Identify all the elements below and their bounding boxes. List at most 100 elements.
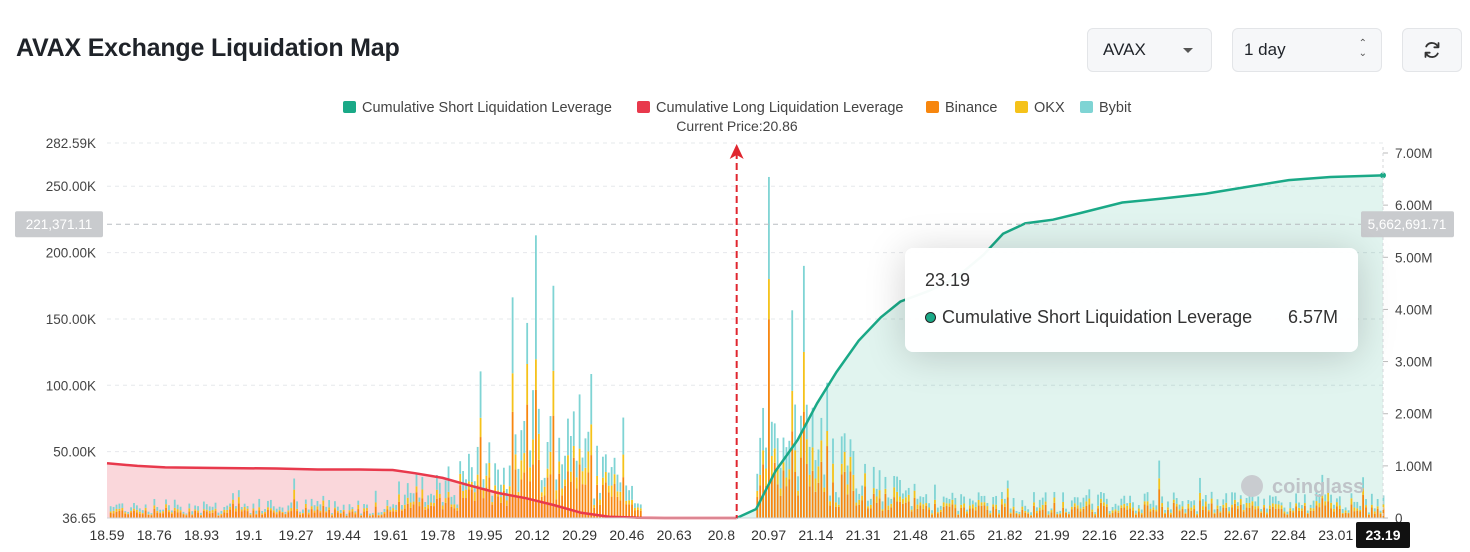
exchange-bar <box>1283 511 1286 514</box>
exchange-bar <box>526 404 529 518</box>
exchange-bar <box>776 438 779 466</box>
exchange-bar <box>176 509 179 513</box>
exchange-bar <box>1169 509 1172 513</box>
exchange-bar <box>936 507 939 513</box>
exchange-bar <box>138 513 141 518</box>
exchange-bar <box>607 485 610 493</box>
exchange-bar <box>1344 510 1347 513</box>
refresh-button[interactable] <box>1402 28 1462 72</box>
exchange-bar <box>832 482 834 518</box>
exchange-bar <box>453 495 456 505</box>
exchange-bar <box>1082 506 1085 509</box>
exchange-bar <box>1164 512 1166 514</box>
exchange-bar <box>639 508 642 511</box>
exchange-bar <box>293 489 296 500</box>
exchange-bar <box>1196 511 1198 514</box>
exchange-bar <box>447 491 450 498</box>
exchange-bar <box>1289 510 1292 518</box>
exchange-bar <box>235 508 237 512</box>
exchange-bar <box>505 505 508 518</box>
exchange-bar <box>890 507 893 518</box>
exchange-bar <box>1065 512 1067 518</box>
exchange-bar <box>837 506 840 518</box>
exchange-bar <box>1065 508 1067 512</box>
exchange-bar <box>508 465 511 487</box>
exchange-bar <box>837 504 840 507</box>
exchange-bar <box>1015 511 1018 513</box>
exchange-bar <box>1315 501 1318 506</box>
exchange-bar <box>1033 505 1035 518</box>
exchange-bar <box>1149 511 1152 518</box>
exchange-bar <box>843 451 846 472</box>
exchange-bar <box>555 499 558 518</box>
exchange-bar <box>1292 510 1295 513</box>
exchange-bar <box>1231 504 1233 508</box>
exchange-bar <box>121 510 124 518</box>
exchange-bar <box>963 496 965 504</box>
exchange-bar <box>578 464 581 518</box>
exchange-bar <box>555 490 558 500</box>
exchange-bar <box>252 503 255 509</box>
x-tick: 20.29 <box>562 527 597 543</box>
exchange-bar <box>118 510 121 518</box>
exchange-bar <box>1024 512 1027 518</box>
exchange-bar <box>922 497 925 505</box>
exchange-bar <box>130 512 132 518</box>
exchange-bar <box>392 511 395 518</box>
exchange-bar <box>1321 488 1324 499</box>
exchange-bar <box>1158 478 1161 490</box>
exchange-bar <box>543 495 546 518</box>
exchange-bar <box>910 509 913 512</box>
exchange-bar <box>759 474 762 486</box>
exchange-bar <box>1204 501 1207 507</box>
exchange-bar <box>602 456 604 478</box>
range-select[interactable]: 1 day ⌃ ⌄ <box>1232 28 1382 72</box>
exchange-bar <box>444 480 447 499</box>
exchange-bar <box>770 455 773 479</box>
exchange-bar <box>232 499 234 504</box>
exchange-bar <box>768 279 770 320</box>
exchange-bar <box>904 497 907 503</box>
current-price-arrow-icon <box>729 144 744 159</box>
legend-swatch <box>343 101 356 113</box>
crosshair-right-label: 5,662,691.71 <box>1368 217 1447 232</box>
exchange-bar <box>826 431 829 447</box>
y-right-tick: 7.00M <box>1395 146 1433 161</box>
exchange-bar <box>555 479 558 491</box>
x-tick: 21.14 <box>798 527 833 543</box>
exchange-bar <box>995 509 998 518</box>
y-right-tick: 4.00M <box>1395 302 1433 317</box>
exchange-bar <box>127 513 130 515</box>
exchange-bar <box>450 496 453 505</box>
x-tick: 21.48 <box>893 527 928 543</box>
exchange-bar <box>421 498 424 518</box>
exchange-bar <box>488 442 491 464</box>
exchange-bar <box>581 471 584 485</box>
exchange-bar <box>858 499 861 505</box>
exchange-bar <box>1373 511 1376 514</box>
exchange-bar <box>634 507 636 511</box>
exchange-bar <box>535 359 537 390</box>
exchange-bar <box>1129 495 1131 503</box>
exchange-bar <box>957 514 960 515</box>
exchange-bar <box>567 455 569 472</box>
exchange-bar <box>281 507 284 512</box>
exchange-bar <box>1100 498 1102 503</box>
y-left-tick: 250.00K <box>46 179 96 194</box>
exchange-bar <box>546 468 549 478</box>
exchange-bar <box>1164 513 1166 518</box>
exchange-bar <box>802 351 805 412</box>
exchange-bar <box>179 510 182 513</box>
exchange-bar <box>1088 504 1091 518</box>
exchange-bar <box>931 513 933 515</box>
exchange-bar <box>1207 509 1210 512</box>
exchange-bar <box>1274 504 1277 509</box>
exchange-bar <box>354 511 357 513</box>
x-tick: 20.8 <box>708 527 735 543</box>
exchange-bar <box>1187 508 1190 518</box>
exchange-bar <box>765 447 767 469</box>
exchange-bar <box>604 482 607 518</box>
exchange-bar <box>1094 512 1097 514</box>
exchange-bar <box>165 504 167 508</box>
coin-select[interactable]: AVAX <box>1087 28 1212 72</box>
